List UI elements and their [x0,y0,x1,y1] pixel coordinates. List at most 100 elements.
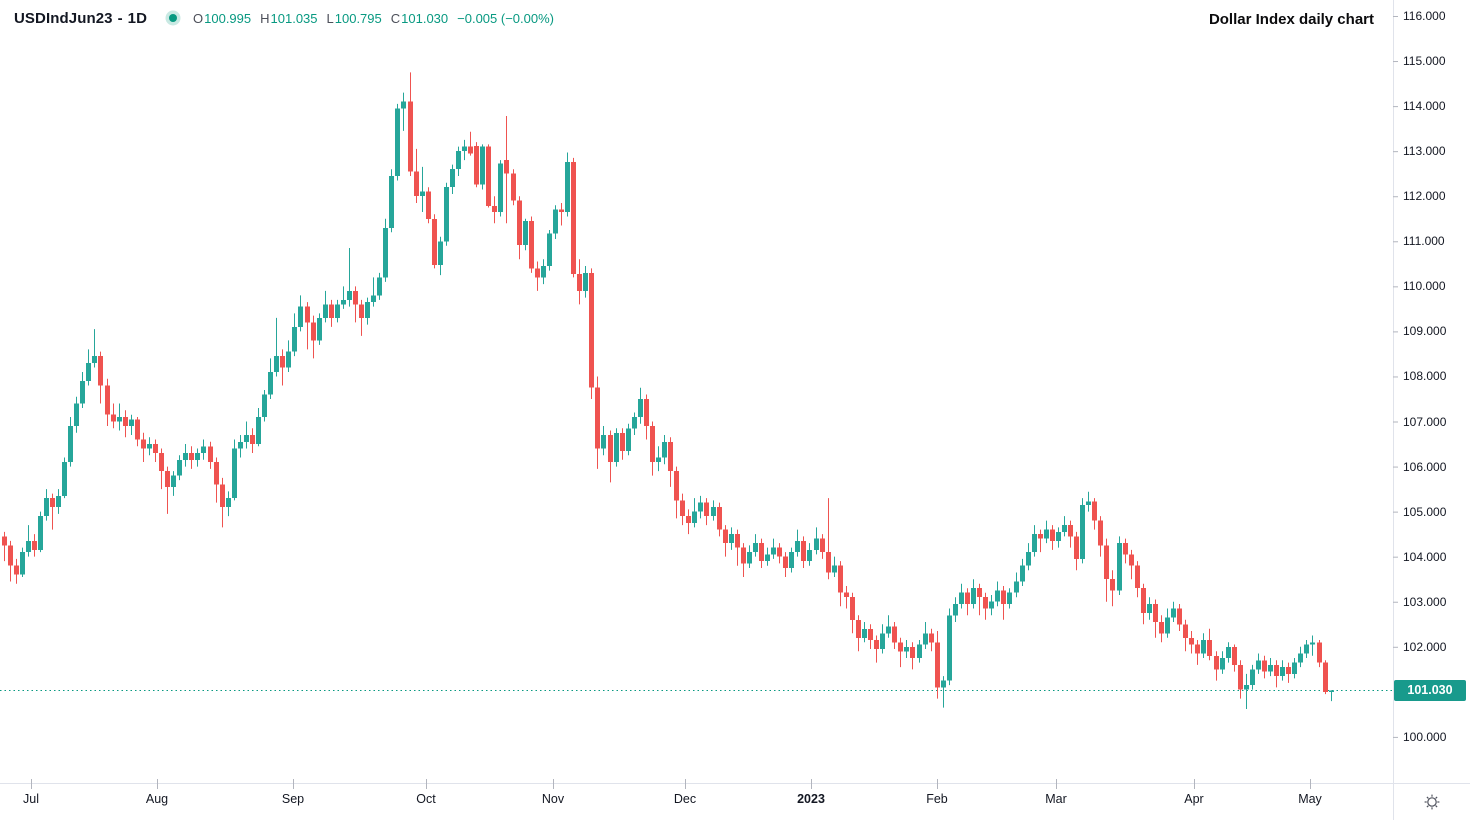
candle-body [165,471,170,487]
time-tick-label: 2023 [797,792,825,806]
candle-body [1201,640,1206,654]
candle-body [226,498,231,508]
candle-body [183,453,188,460]
candle-body [420,191,425,197]
candle-body [335,304,340,318]
axis-corner[interactable] [1394,784,1470,820]
price-tick-label: 114.000 [1403,99,1446,114]
candle-body [26,540,31,553]
candle-body [68,426,73,463]
candle-body [38,516,43,550]
candle-body [1189,637,1194,645]
candle-body [910,646,915,659]
time-tick-label: Dec [673,792,697,806]
price-tick-label: 102.000 [1403,639,1447,654]
candle-body [941,680,946,688]
candle-body [892,626,897,643]
candle-body [450,169,455,188]
candle-body [741,547,746,564]
candle-body [1123,543,1128,555]
candle-body [626,428,631,451]
candle-body [1280,667,1285,677]
time-axis[interactable]: Jul Aug Sep Oct Nov Dec 2023 Feb Mar Apr May [0,784,1393,820]
candle-body [1153,603,1158,623]
candle-body [1226,646,1231,659]
candle-body [62,462,67,496]
candle-body [868,628,873,641]
candle-body [650,426,655,463]
low-label: L [326,10,334,26]
candle-body [1104,545,1109,580]
candle-body [383,227,388,278]
time-tick-label: May [1298,792,1322,806]
candle-body [56,495,61,508]
candle-body [474,145,479,185]
candle-body [662,441,667,458]
candle-body [2,536,7,546]
candle-body [1207,640,1212,656]
candle-body [735,534,740,548]
price-tick-label: 111.000 [1403,234,1445,249]
candle-body [856,619,861,638]
candle-body [329,304,334,318]
symbol-interval-separator: - [117,9,123,27]
candle-body [680,500,685,517]
candle-body [953,603,958,616]
candle-body [20,552,25,575]
candle-body [408,101,413,172]
candle-body [105,385,110,415]
candle-body [123,417,128,427]
candle-body [74,403,79,427]
high-value: 101.035 [270,10,318,26]
price-tick-label: 103.000 [1403,594,1447,609]
time-tick-label: Mar [1045,792,1067,806]
candle-body [1110,579,1115,591]
candle-body [1020,565,1025,582]
candle-body [208,446,213,463]
candle-body [129,419,134,427]
candle-body [201,446,206,454]
candle-body [765,554,770,562]
settings-gear-icon[interactable] [1424,794,1440,810]
candle-body [256,417,261,445]
candle-body [371,295,376,303]
candle-body [795,540,800,553]
time-tick-label: Nov [541,792,565,806]
candle-body [286,351,291,368]
candle-body [723,529,728,544]
candle-body [971,588,976,604]
candle-body [1014,581,1019,593]
candle-body [547,233,552,267]
interval-label[interactable]: 1D [127,9,147,27]
low-value: 100.795 [334,10,382,26]
candle-body [1298,653,1303,663]
candle-body [577,274,582,291]
candle-body [1304,644,1309,654]
candle-body [989,601,994,609]
candle-body [717,507,722,530]
candle-body [1195,644,1200,654]
candle-body [1262,660,1267,672]
time-tick-label: Jul [23,792,39,806]
candle-body [1098,520,1103,546]
candle-body [353,290,358,305]
candle-body [492,206,497,212]
time-tick-label: Oct [416,792,436,806]
symbol-title[interactable]: USDIndJun23 [14,9,113,27]
candle-body [608,435,613,463]
candle-body [274,356,279,372]
open-label: O [193,10,204,26]
candle-body [668,441,673,472]
candle-body [232,448,237,499]
price-tick-label: 100.000 [1403,729,1447,744]
candle-body [341,299,346,305]
candle-body [171,475,176,487]
candle-body [8,545,13,566]
candle-body [1317,642,1322,663]
candle-body [44,498,49,517]
price-tick-label: 107.000 [1403,414,1447,429]
candle-body [686,516,691,523]
price-axis[interactable]: 116.000 115.000 114.000 113.000 112.000 111.0… [1394,0,1470,783]
